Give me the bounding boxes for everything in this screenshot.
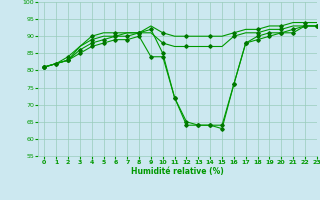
X-axis label: Humidité relative (%): Humidité relative (%) xyxy=(131,167,224,176)
